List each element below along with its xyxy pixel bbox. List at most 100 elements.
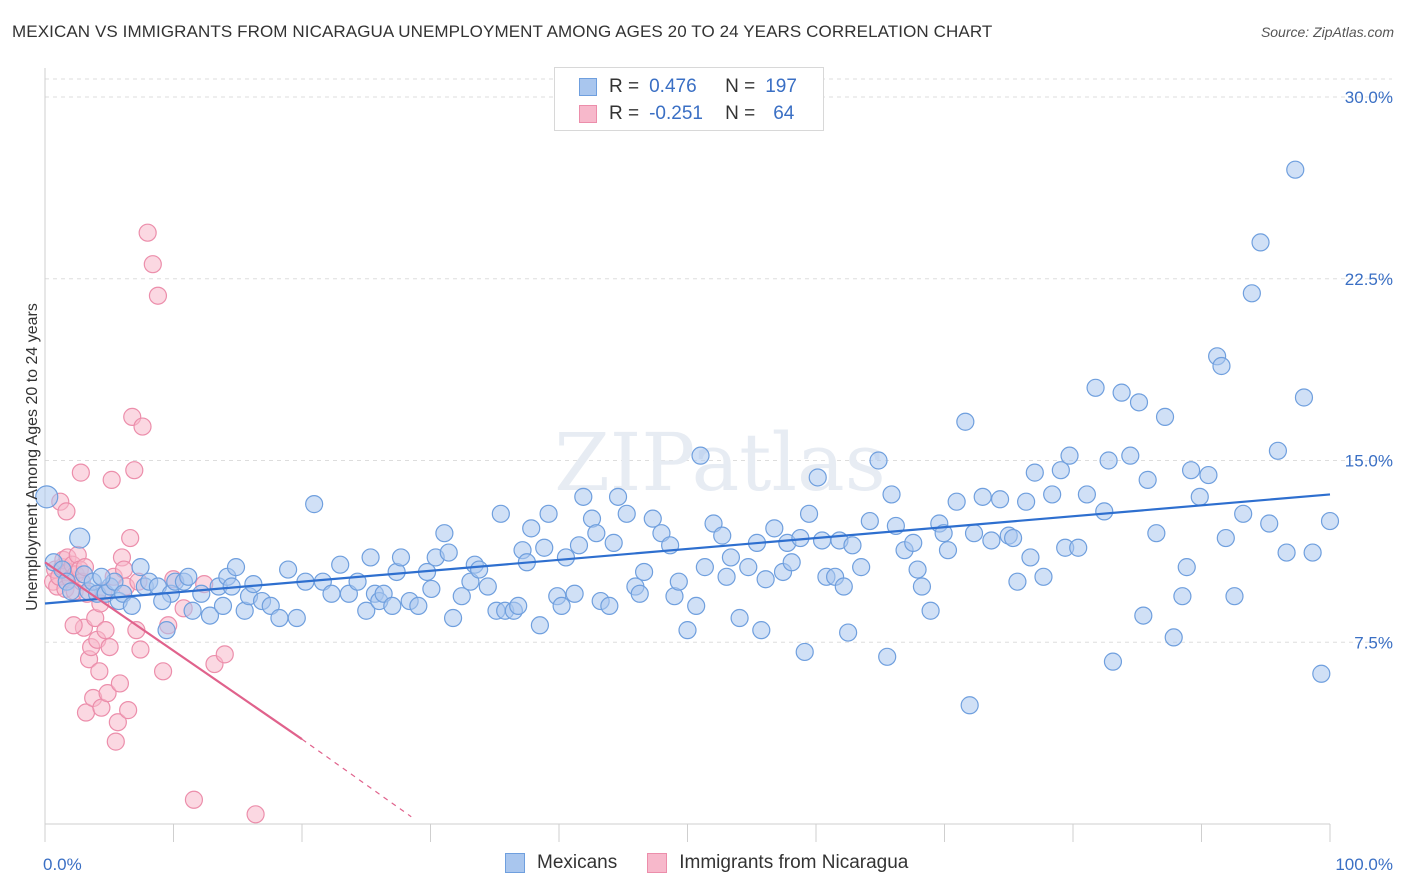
mexican-point (973, 487, 992, 506)
y-tick-label: 22.5% (1345, 270, 1393, 289)
r-label: R = (609, 103, 640, 124)
mexican-point (383, 596, 402, 616)
mexican-point (1077, 485, 1096, 504)
nicaragua-point (133, 417, 152, 436)
mexican-point (713, 526, 732, 545)
mexican-point (938, 541, 958, 560)
mexican-point (1060, 446, 1079, 465)
mexican-point (131, 558, 150, 577)
r-value: -0.251 (649, 103, 703, 124)
mexican-point (1177, 558, 1196, 577)
mexican-point (908, 560, 927, 579)
nicaragua-point (246, 805, 265, 824)
mexicans-trend-line (44, 493, 1331, 605)
nicaragua-point (143, 255, 162, 274)
mexican-point (1129, 393, 1149, 412)
mexican-point (1260, 514, 1279, 533)
nicaragua-point (98, 684, 117, 703)
mexican-point (765, 519, 784, 538)
mexican-point (739, 558, 758, 577)
mexican-point (695, 558, 714, 577)
nicaragua-point (153, 662, 173, 681)
grid-layer (45, 78, 1392, 643)
x-tick-label: 0.0% (43, 855, 82, 874)
mexican-point (904, 533, 923, 552)
nicaragua-point (102, 470, 121, 489)
mexican-point (179, 567, 198, 586)
nicaragua-points (43, 223, 265, 824)
mexican-point (1286, 160, 1305, 179)
mexican-point (834, 577, 853, 596)
mexican-point (869, 451, 888, 470)
y-axis-label: Unemployment Among Ages 20 to 24 years (24, 303, 41, 611)
mexican-point (183, 601, 202, 620)
mexican-point (287, 608, 306, 628)
n-label: N = (725, 103, 756, 124)
mexican-point (1225, 587, 1244, 606)
mexican-point (1294, 388, 1314, 407)
mexicans-swatch (505, 853, 525, 873)
chart-title: MEXICAN VS IMMIGRANTS FROM NICARAGUA UNE… (12, 22, 993, 41)
nicaragua-point (215, 645, 234, 664)
mexican-point (752, 621, 771, 640)
mexican-point (1095, 502, 1114, 521)
mexican-point (1069, 538, 1088, 557)
mexican-point (912, 577, 932, 596)
mexican-point (604, 533, 623, 552)
mexican-point (522, 519, 541, 538)
mexican-point (122, 596, 141, 616)
x-tick-label: 100.0% (1335, 855, 1393, 874)
mexican-point (1242, 284, 1261, 303)
nicaragua-point (90, 662, 109, 681)
nicaragua-point (106, 732, 125, 751)
nicaragua-point (57, 502, 76, 521)
mexican-point (270, 608, 289, 628)
nicaragua-point (131, 640, 150, 659)
mexican-point (569, 536, 589, 555)
mexican-point (530, 616, 549, 635)
mexican-point (35, 485, 59, 509)
mexican-point (452, 587, 471, 606)
mexican-point (1190, 487, 1209, 506)
mexican-point (478, 577, 497, 596)
mexican-point (1216, 528, 1235, 548)
trend-lines (44, 493, 1331, 818)
mexican-point (1099, 451, 1118, 470)
mexican-point (1277, 543, 1296, 562)
mexican-point (391, 548, 411, 567)
nicaragua-trend-line (44, 561, 303, 741)
nicaragua-point (108, 713, 127, 732)
nicaragua-point (184, 790, 204, 809)
mexican-point (608, 487, 628, 506)
mexican-point (617, 504, 636, 523)
mexican-point (852, 558, 871, 577)
mexican-point (756, 570, 775, 589)
mexican-point (860, 511, 879, 531)
mexican-point (1017, 492, 1036, 511)
mexican-point (687, 596, 706, 616)
nicaragua-point (64, 616, 83, 635)
mexican-point (678, 621, 697, 640)
mexican-point (960, 696, 979, 715)
mexican-point (470, 560, 489, 579)
mexican-point (982, 531, 1001, 550)
mexican-point (843, 536, 862, 555)
mexican-point (921, 601, 940, 620)
n-label: N = (725, 76, 756, 97)
mexican-point (1173, 587, 1192, 606)
mexican-point (1138, 470, 1157, 489)
mexican-point (1003, 528, 1023, 548)
n-value: 64 (773, 103, 795, 124)
mexican-point (322, 584, 341, 603)
mexican-point (1155, 407, 1175, 426)
mexican-point (634, 562, 654, 582)
nicaragua-point (148, 286, 168, 305)
mexican-point (839, 623, 858, 642)
legend-label-mexicans: Mexicans (537, 852, 618, 873)
mexican-point (1199, 465, 1218, 485)
mexican-point (964, 524, 984, 543)
mexican-point (1134, 606, 1153, 625)
mexican-point (1320, 511, 1340, 531)
mexican-point (1268, 441, 1288, 460)
